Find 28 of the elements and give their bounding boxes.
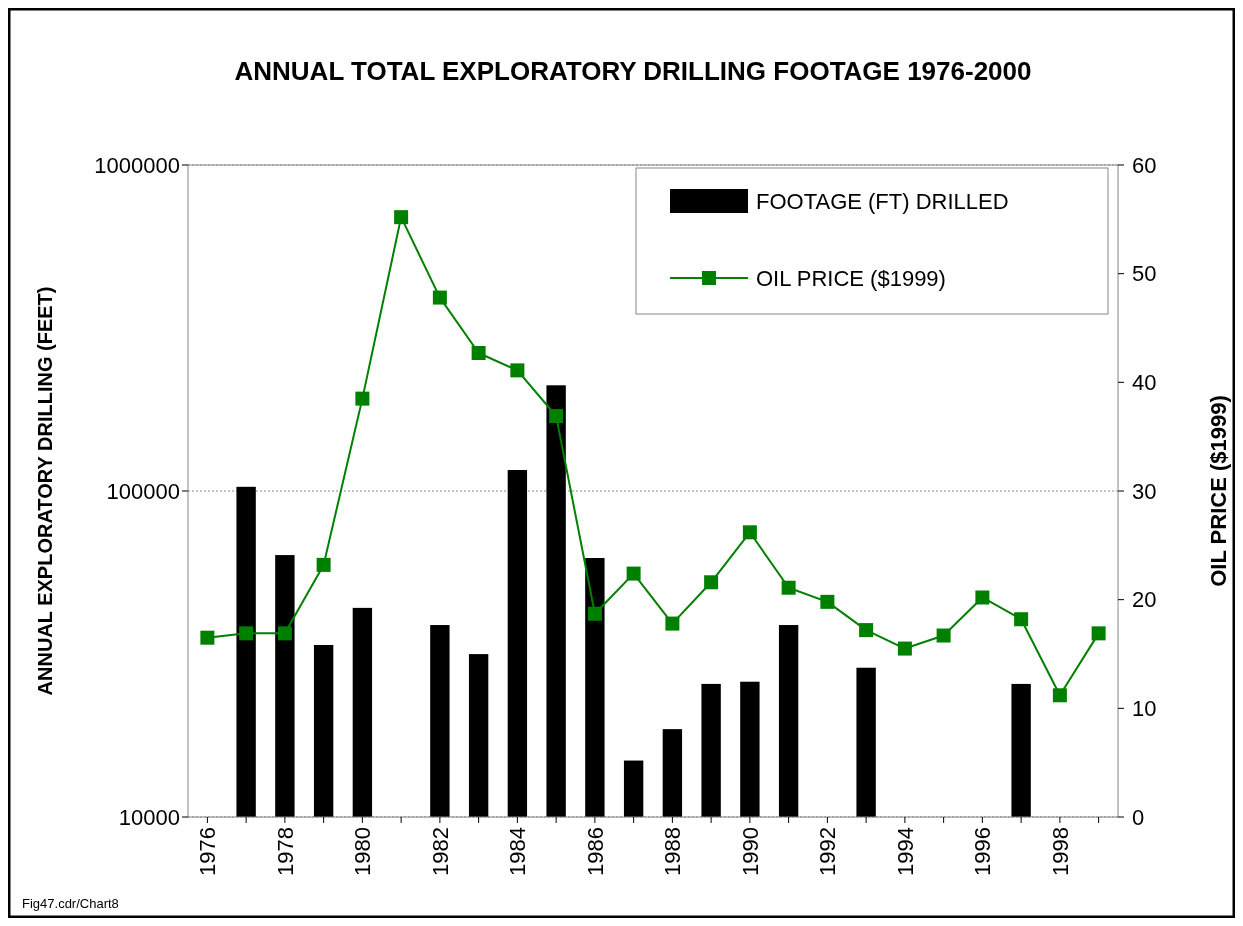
y2-tick-label: 0 [1132, 804, 1145, 830]
y-tick-label: 10000 [118, 804, 180, 830]
y-tick-label: 1000000 [94, 152, 180, 178]
x-tick-label: 1978 [272, 827, 298, 876]
y-axis-title: ANNUAL EXPLORATORY DRILLING (FEET) [34, 286, 56, 696]
x-tick-label: 1990 [737, 827, 763, 876]
x-tick-label: 1982 [427, 827, 453, 876]
x-tick-label: 1984 [505, 827, 531, 876]
x-tick-label: 1976 [195, 827, 221, 876]
x-tick-label: 1992 [815, 827, 841, 876]
x-tick-label: 1988 [660, 827, 686, 876]
y2-tick-label: 30 [1132, 478, 1157, 504]
x-tick-label: 1996 [970, 827, 996, 876]
legend-label: FOOTAGE (FT) DRILLED [756, 188, 1009, 214]
legend-label: OIL PRICE ($1999) [756, 265, 946, 291]
caption: Fig47.cdr/Chart8 [22, 896, 119, 911]
x-tick-label: 1998 [1047, 827, 1073, 876]
y2-tick-label: 40 [1132, 370, 1157, 396]
x-tick-label: 1980 [350, 827, 376, 876]
y2-tick-label: 10 [1132, 696, 1157, 722]
y2-tick-label: 20 [1132, 587, 1157, 613]
y2-tick-label: 60 [1132, 152, 1157, 178]
y2-axis-title: OIL PRICE ($1999) [1206, 395, 1231, 587]
chart-title: ANNUAL TOTAL EXPLORATORY DRILLING FOOTAGE 1976-2000 [234, 56, 1032, 86]
x-tick-label: 1994 [892, 827, 918, 876]
y-tick-label: 100000 [106, 478, 180, 504]
x-tick-label: 1986 [582, 827, 608, 876]
y2-tick-label: 50 [1132, 261, 1157, 287]
